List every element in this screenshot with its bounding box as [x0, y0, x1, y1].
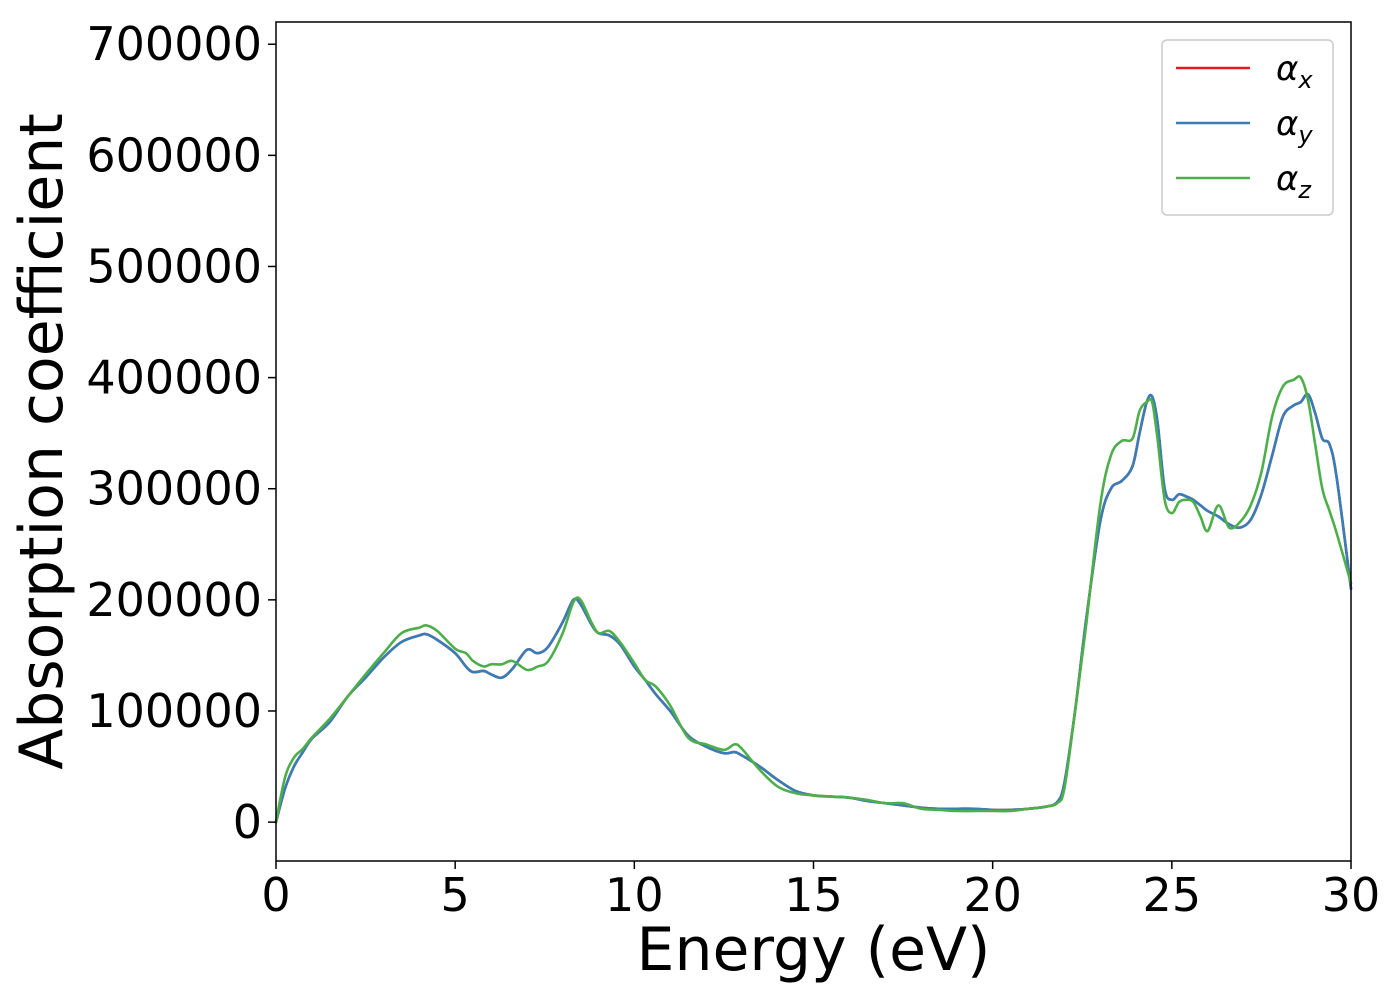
legend-box	[1161, 39, 1334, 216]
y-tick-label: 600000	[86, 128, 262, 182]
y-tick-label: 500000	[86, 239, 262, 293]
x-tick-label: 5	[441, 868, 470, 922]
x-tick-label: 20	[963, 868, 1022, 922]
x-tick-label: 10	[605, 868, 664, 922]
y-tick-label: 100000	[86, 684, 262, 738]
series-layer	[274, 375, 1353, 824]
y-axis: 0 100000 200000 300000 400000 500000 600000 700…	[86, 17, 276, 849]
x-axis: 0 5 10 15 20 25 30	[261, 861, 1380, 922]
y-tick-label: 700000	[86, 17, 262, 71]
x-tick-label: 30	[1322, 868, 1381, 922]
x-axis-title: Energy (eV)	[637, 915, 991, 985]
x-tick-label: 0	[261, 868, 290, 922]
y-tick-label: 300000	[86, 462, 262, 516]
series-line-alpha-z	[274, 375, 1353, 824]
legend-subscript: y	[1297, 121, 1313, 149]
x-tick-label: 25	[1143, 868, 1202, 922]
x-tick-label: 15	[784, 868, 843, 922]
y-tick-label: 200000	[86, 573, 262, 627]
legend-subscript: x	[1297, 66, 1313, 94]
y-tick-label: 400000	[86, 351, 262, 405]
legend-subscript: z	[1297, 176, 1312, 204]
y-axis-title: Absorption coefficient	[7, 113, 77, 770]
y-tick-label: 0	[233, 795, 262, 849]
